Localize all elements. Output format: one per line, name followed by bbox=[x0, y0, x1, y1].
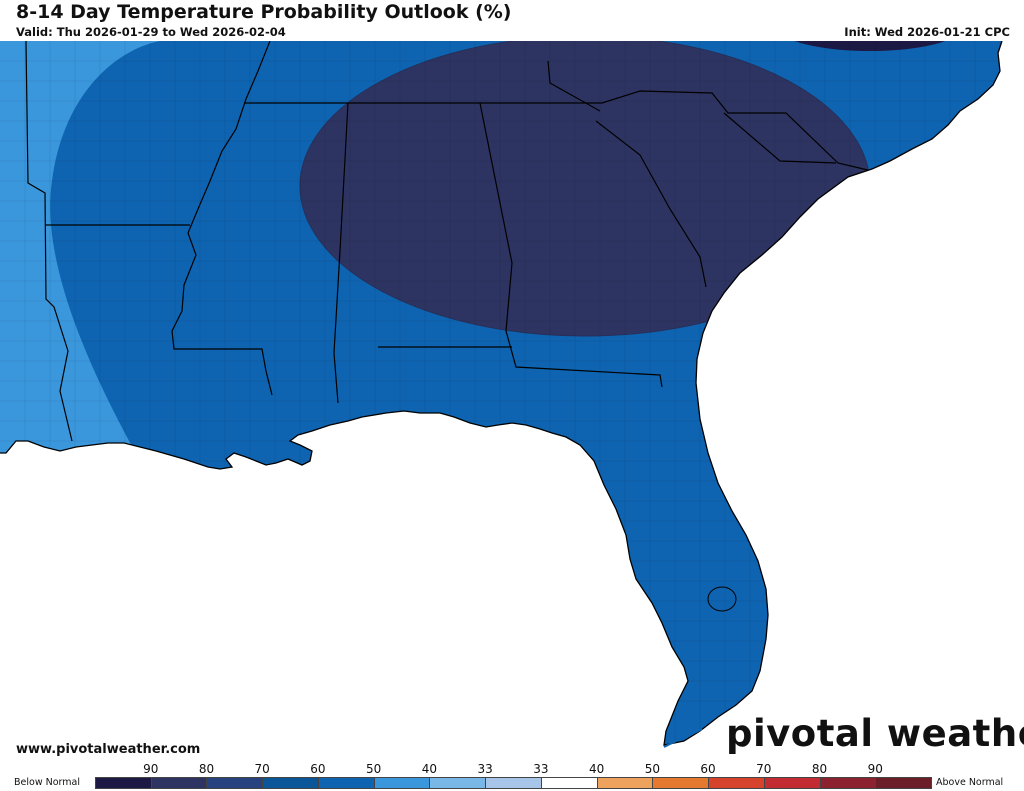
valid-period: Valid: Thu 2026-01-29 to Wed 2026-02-04 bbox=[16, 25, 286, 39]
land-area bbox=[0, 41, 1002, 745]
legend-swatch bbox=[429, 777, 487, 789]
legend-tick-label: 60 bbox=[310, 762, 326, 776]
ms-al-border bbox=[333, 102, 349, 404]
legend-swatch bbox=[763, 777, 821, 789]
legend-tick-label: 33 bbox=[477, 762, 493, 776]
pivotal-weather-logo: pivotal weather bbox=[726, 712, 1024, 755]
nc-sc-border bbox=[723, 112, 837, 164]
lake-okeechobee bbox=[707, 586, 737, 612]
legend-swatch bbox=[485, 777, 542, 789]
shade-60-70-below bbox=[299, 41, 871, 337]
legend-below-label: Below Normal bbox=[14, 777, 80, 788]
al-ga-border bbox=[479, 102, 663, 388]
page-title: 8-14 Day Temperature Probability Outlook… bbox=[16, 1, 512, 23]
legend-swatch bbox=[652, 777, 710, 789]
legend-tick-label: 90 bbox=[143, 762, 159, 776]
legend-swatch bbox=[875, 777, 932, 789]
ga-sc-border bbox=[595, 120, 707, 288]
init-time: Init: Wed 2026-01-21 CPC bbox=[844, 25, 1010, 39]
mississippi-river bbox=[171, 41, 273, 396]
legend-swatch bbox=[317, 777, 375, 789]
outlook-map bbox=[0, 41, 1003, 748]
header: 8-14 Day Temperature Probability Outlook… bbox=[0, 0, 1024, 41]
legend-tick-label: 50 bbox=[366, 762, 382, 776]
legend-tick-label: 80 bbox=[811, 762, 828, 776]
legend-swatch bbox=[819, 777, 877, 789]
tennessee-northern-border bbox=[244, 90, 873, 172]
legend-swatch bbox=[95, 777, 152, 789]
legend-tick-label: 33 bbox=[533, 762, 549, 776]
legend-tick-label: 90 bbox=[867, 762, 883, 776]
legend-tick-label: 40 bbox=[588, 762, 605, 776]
legend-tick-label: 50 bbox=[644, 762, 660, 776]
legend-swatch bbox=[150, 777, 208, 789]
legend: Below Normal Above Normal 90 80 70 60 50 40 33… bbox=[0, 762, 1024, 791]
legend-tick-label: 40 bbox=[421, 762, 438, 776]
texas-border bbox=[25, 41, 73, 442]
legend-tick-label: 70 bbox=[254, 762, 270, 776]
legend-swatch bbox=[708, 777, 765, 789]
va-border bbox=[547, 60, 601, 112]
coastline bbox=[0, 41, 1003, 746]
state-borders bbox=[25, 41, 873, 442]
legend-swatch bbox=[373, 777, 431, 789]
legend-tick-label: 60 bbox=[700, 762, 716, 776]
legend-tick-label: 80 bbox=[198, 762, 215, 776]
legend-swatch bbox=[540, 777, 598, 789]
legend-swatch bbox=[206, 777, 264, 789]
website-url: www.pivotalweather.com bbox=[16, 742, 201, 757]
legend-swatch bbox=[262, 777, 319, 789]
legend-above-label: Above Normal bbox=[936, 777, 1004, 788]
legend-tick-label: 70 bbox=[756, 762, 772, 776]
florida-keys bbox=[663, 728, 703, 748]
legend-swatch bbox=[596, 777, 654, 789]
